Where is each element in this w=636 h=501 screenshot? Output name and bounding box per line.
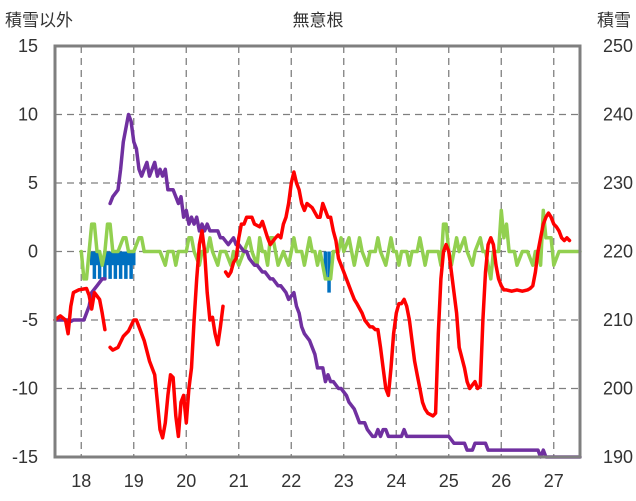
x-axis-ticks: 18 19 20 21 22 23 24 25 26 27 (71, 471, 564, 491)
right-tick-label: 210 (603, 310, 633, 330)
x-tick-label: 26 (491, 471, 511, 491)
purple-series-line (53, 277, 107, 324)
left-axis-ticks: 15 10 5 0 -5 -10 -15 (12, 36, 38, 467)
x-tick-label: 22 (281, 471, 301, 491)
right-axis-title: 積雪 (597, 11, 631, 31)
right-tick-label: 250 (603, 36, 633, 56)
series-layer (53, 112, 582, 459)
x-tick-label: 19 (124, 471, 144, 491)
red-series-line (53, 286, 107, 336)
x-tick-label: 24 (386, 471, 406, 491)
red-series-line (223, 170, 572, 418)
left-tick-label: 0 (28, 242, 38, 262)
green-series-line (79, 208, 582, 281)
x-tick-label: 18 (71, 471, 91, 491)
plot-frame (53, 44, 582, 459)
right-axis-ticks: 250 240 230 220 210 200 190 (603, 36, 633, 467)
right-tick-label: 190 (603, 447, 633, 467)
right-tick-label: 200 (603, 379, 633, 399)
x-tick-label: 25 (439, 471, 459, 491)
left-tick-label: -10 (12, 379, 38, 399)
left-tick-label: 10 (18, 105, 38, 125)
chart-title: 無意根 (293, 11, 344, 31)
right-tick-label: 220 (603, 242, 633, 262)
x-tick-label: 27 (544, 471, 564, 491)
x-tick-label: 21 (229, 471, 249, 491)
left-tick-label: -5 (22, 310, 38, 330)
x-tick-label: 23 (334, 471, 354, 491)
left-tick-label: 5 (28, 173, 38, 193)
left-tick-label: 15 (18, 36, 38, 56)
purple-series-line (108, 112, 582, 459)
left-tick-label: -15 (12, 447, 38, 467)
x-tick-label: 20 (176, 471, 196, 491)
right-tick-label: 230 (603, 173, 633, 193)
red-series-line (108, 229, 225, 440)
right-tick-label: 240 (603, 105, 633, 125)
left-axis-title: 積雪以外 (5, 11, 73, 31)
